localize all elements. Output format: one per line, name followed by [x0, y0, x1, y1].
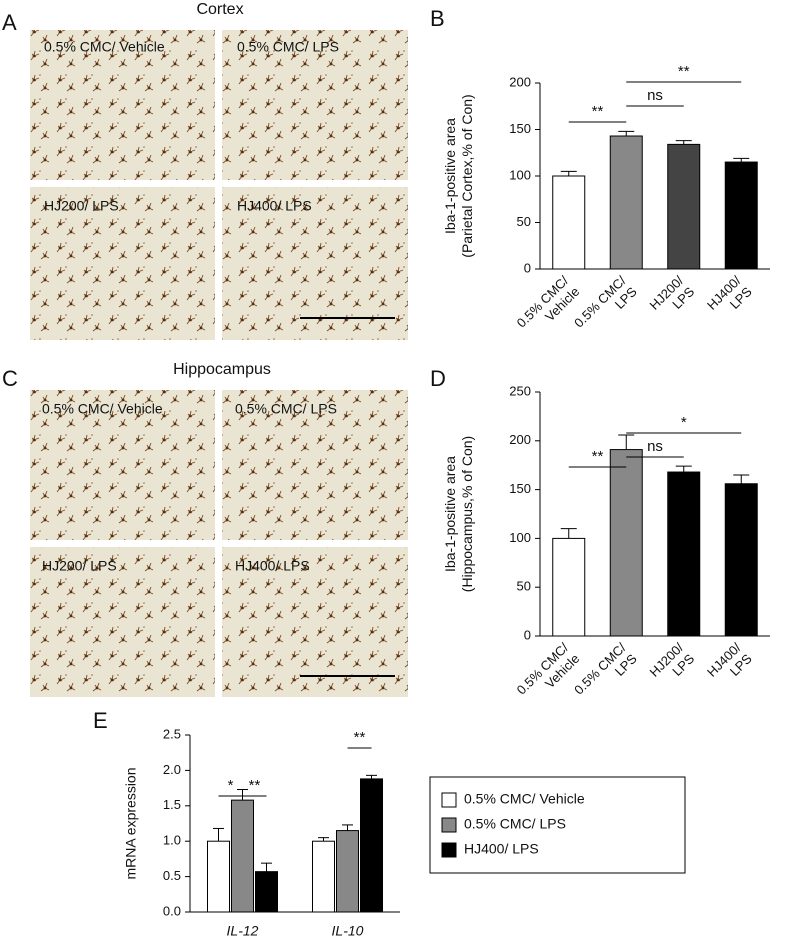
- panel-label: D: [430, 366, 446, 391]
- bar: [312, 840, 335, 913]
- micrograph: [222, 547, 408, 697]
- micrograph: [30, 30, 215, 180]
- significance-label: **: [592, 103, 604, 120]
- micrograph-label: 0.5% CMC/ LPS: [235, 401, 337, 417]
- panel-label: A: [2, 10, 17, 35]
- bar: [667, 143, 701, 270]
- bar: [609, 449, 643, 637]
- micrograph-panels: [30, 30, 408, 697]
- significance-label: **: [678, 63, 690, 80]
- y-tick-label: 0: [524, 260, 531, 275]
- x-tick-label: IL-12: [227, 923, 259, 939]
- significance-label: **: [249, 777, 261, 794]
- micrograph-label: 0.5% CMC/ LPS: [237, 39, 339, 55]
- y-axis-label: (Parietal Cortex,% of Con): [459, 94, 475, 257]
- micrograph: [222, 30, 408, 180]
- significance-label: ns: [647, 87, 663, 104]
- y-axis-label: (Hippocampus,% of Con): [459, 436, 475, 592]
- y-tick-label: 50: [517, 214, 531, 229]
- y-tick-label: 2.0: [163, 762, 181, 777]
- bar: [724, 483, 758, 637]
- panel-label: E: [93, 708, 108, 733]
- y-tick-label: 100: [509, 530, 531, 545]
- y-tick-label: 200: [509, 432, 531, 447]
- y-tick-label: 0.5: [163, 868, 181, 883]
- micrograph: [30, 547, 215, 697]
- micrograph: [30, 187, 215, 340]
- legend-box: [429, 776, 686, 874]
- significance-label: **: [592, 448, 604, 465]
- micrograph-label: 0.5% CMC/ Vehicle: [44, 39, 165, 55]
- bar: [609, 135, 643, 270]
- bar: [552, 537, 586, 637]
- y-axis-label: Iba-1-positive area: [442, 118, 458, 234]
- micrograph: [222, 390, 408, 540]
- y-tick-label: 1.0: [163, 833, 181, 848]
- significance-label: ns: [647, 438, 663, 455]
- legend-swatch: [441, 817, 457, 833]
- micrograph: [30, 390, 215, 540]
- bar: [207, 840, 230, 913]
- micrograph-title: Hippocampus: [173, 361, 271, 378]
- bar: [336, 830, 359, 913]
- significance-label: *: [681, 414, 687, 431]
- micrograph: [222, 187, 408, 340]
- panel-label: C: [2, 366, 18, 391]
- y-axis-label: Iba-1-positive area: [442, 456, 458, 572]
- legend-swatch: [441, 842, 457, 858]
- x-tick-label: IL-10: [332, 923, 364, 939]
- y-tick-label: 200: [509, 74, 531, 89]
- bar: [724, 161, 758, 270]
- y-tick-label: 0: [524, 627, 531, 642]
- bar: [667, 471, 701, 637]
- bar: [255, 871, 278, 913]
- y-tick-label: 150: [509, 481, 531, 496]
- y-axis-label: mRNA expression: [123, 767, 139, 879]
- significance-label: *: [228, 777, 234, 794]
- bar: [552, 175, 586, 270]
- y-tick-label: 100: [509, 167, 531, 182]
- legend-label: HJ400/ LPS: [464, 841, 539, 857]
- panel-label: B: [430, 6, 445, 31]
- y-tick-label: 250: [509, 383, 531, 398]
- significance-label: **: [354, 729, 366, 746]
- bar: [360, 778, 383, 913]
- micrograph-label: HJ400/ LPS: [235, 558, 310, 574]
- y-tick-label: 150: [509, 121, 531, 136]
- legend-swatch: [441, 792, 457, 808]
- y-tick-label: 0.0: [163, 903, 181, 918]
- micrograph-label: HJ200/ LPS: [42, 558, 117, 574]
- y-tick-label: 50: [517, 579, 531, 594]
- y-tick-label: 2.5: [163, 726, 181, 741]
- micrograph-title: Cortex: [196, 1, 243, 18]
- micrograph-label: HJ400/ LPS: [237, 198, 312, 214]
- legend-label: 0.5% CMC/ LPS: [464, 816, 566, 832]
- bar: [231, 799, 254, 913]
- legend-label: 0.5% CMC/ Vehicle: [464, 791, 585, 807]
- micrograph-label: HJ200/ LPS: [44, 198, 119, 214]
- micrograph-label: 0.5% CMC/ Vehicle: [42, 401, 163, 417]
- y-tick-label: 1.5: [163, 797, 181, 812]
